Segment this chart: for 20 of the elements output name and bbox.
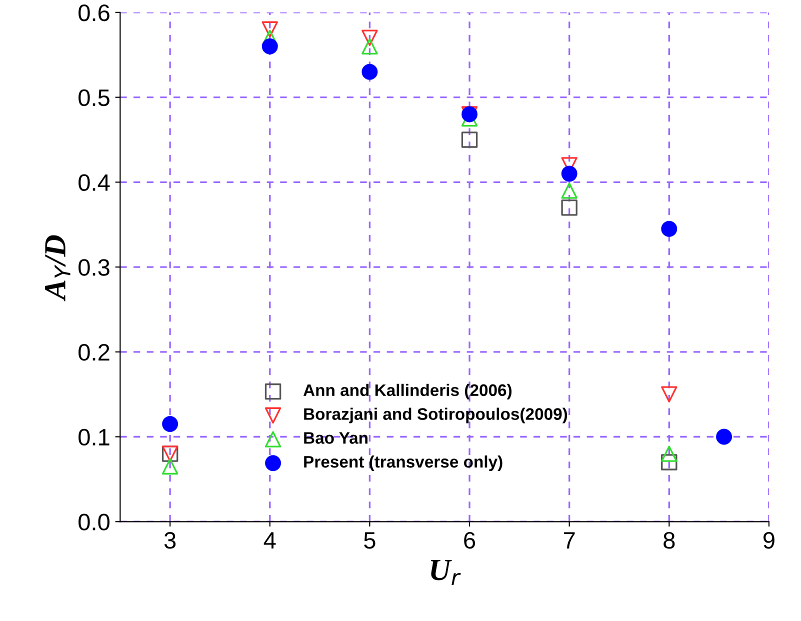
x-tick-label: 7: [564, 532, 575, 548]
x-tick-label: 9: [764, 532, 774, 549]
x-axis-title: U$_{r}$: [431, 560, 461, 585]
x-tick-label: 8: [664, 532, 675, 549]
legend-label: Borazjani and Sotiropoulos(2009): [304, 408, 568, 424]
x-tick-label: 4: [264, 532, 276, 548]
y-axis-title: A$_{Y}$/D: [45, 235, 70, 302]
legend-label: Ann and Kallinderis (2006): [303, 384, 512, 400]
y-tick-label: 0.4: [78, 174, 110, 191]
legend-label: Present (transverse only): [304, 455, 502, 471]
y-tick-label: 0.5: [78, 89, 110, 106]
y-tick-label: 0.0: [78, 514, 110, 530]
y-tick-label: 0.1: [78, 428, 110, 446]
x-tick-label: 6: [464, 532, 476, 549]
y-tick-label: 0.6: [78, 4, 110, 22]
y-tick-label: 0.2: [78, 344, 110, 361]
x-tick-label: 5: [364, 532, 376, 549]
x-tick-label: 3: [164, 532, 176, 549]
legend-label: Bao Yan: [304, 432, 368, 444]
y-tick-label: 0.3: [78, 259, 110, 276]
